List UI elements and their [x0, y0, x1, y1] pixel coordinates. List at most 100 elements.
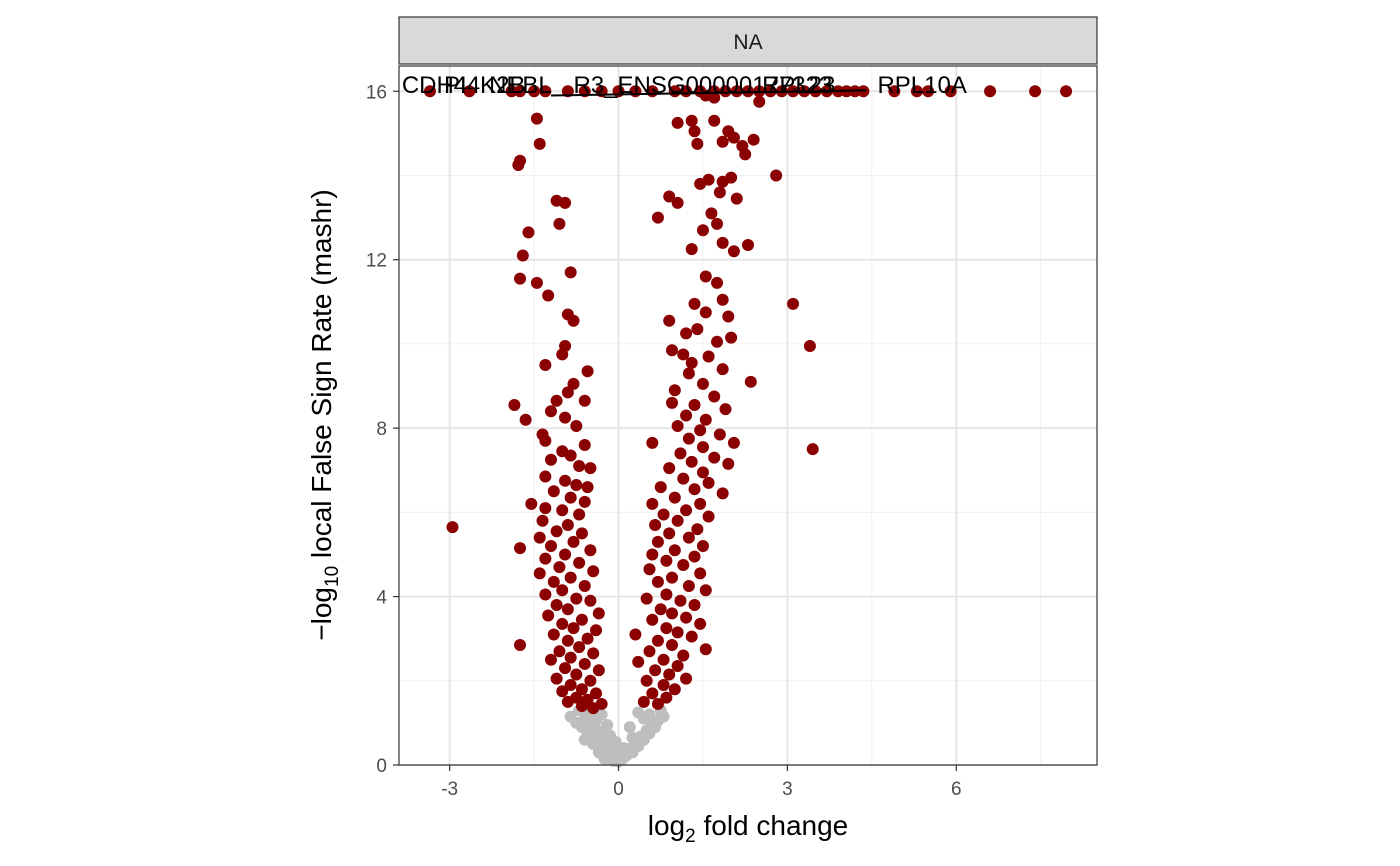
- data-point-significant: [561, 695, 574, 708]
- data-point-significant: [559, 548, 572, 561]
- data-point-significant: [674, 447, 687, 460]
- data-point-significant: [559, 662, 572, 675]
- data-point-significant: [536, 514, 549, 527]
- data-point-significant: [682, 580, 695, 593]
- data-point-significant: [550, 672, 563, 685]
- data-point-significant: [649, 664, 662, 677]
- data-point-significant: [567, 622, 580, 635]
- data-point-significant: [716, 175, 729, 188]
- x-axis-title: log2 fold change: [648, 810, 849, 847]
- data-point-significant: [711, 276, 724, 289]
- data-point-significant: [663, 314, 676, 327]
- data-point-significant: [685, 114, 698, 127]
- data-point-significant: [677, 649, 690, 662]
- gene-label: RPL23: [762, 72, 835, 99]
- data-point-significant: [910, 85, 923, 98]
- data-point-significant: [727, 245, 740, 258]
- data-point-significant: [573, 556, 586, 569]
- data-point-significant: [646, 687, 659, 700]
- data-point-significant: [727, 131, 740, 144]
- data-point-significant: [663, 527, 676, 540]
- data-point-significant: [668, 491, 681, 504]
- data-point-significant: [671, 514, 684, 527]
- data-point-significant: [559, 411, 572, 424]
- data-point-significant: [671, 116, 684, 129]
- data-point-significant: [753, 95, 766, 108]
- data-point-significant: [578, 394, 591, 407]
- data-point-significant: [575, 527, 588, 540]
- data-point-significant: [643, 645, 656, 658]
- data-point-significant: [542, 289, 555, 302]
- data-point-significant: [666, 638, 679, 651]
- data-point-significant: [696, 224, 709, 237]
- data-point-significant: [640, 674, 653, 687]
- data-point-significant: [654, 481, 667, 494]
- data-point-significant: [646, 548, 659, 561]
- data-point-significant: [567, 377, 580, 390]
- plot-panel: [399, 66, 1097, 765]
- data-point-significant: [716, 293, 729, 306]
- data-point-significant: [581, 481, 594, 494]
- y-tick-label: 16: [366, 82, 387, 103]
- x-axis-title-base: log: [648, 810, 685, 841]
- data-point-significant: [691, 523, 704, 536]
- data-point-significant: [716, 135, 729, 148]
- x-axis-title-subscript: 2: [685, 826, 696, 847]
- data-point-significant: [533, 137, 546, 150]
- data-point-significant: [668, 384, 681, 397]
- data-point-significant: [694, 177, 707, 190]
- data-point-significant: [547, 575, 560, 588]
- data-point-significant: [525, 497, 538, 510]
- data-point-significant: [564, 266, 577, 279]
- data-point-significant: [646, 613, 659, 626]
- data-point-significant: [530, 112, 543, 125]
- data-point-significant: [570, 478, 583, 491]
- data-point-significant: [671, 420, 684, 433]
- data-point-significant: [682, 432, 695, 445]
- data-point-significant: [646, 436, 659, 449]
- data-point-significant: [550, 598, 563, 611]
- data-point-significant: [575, 613, 588, 626]
- data-point-significant: [699, 413, 712, 426]
- data-point-significant: [539, 588, 552, 601]
- data-point-significant: [660, 622, 673, 635]
- data-point-significant: [680, 672, 693, 685]
- data-point-significant: [716, 236, 729, 249]
- data-point-significant: [587, 565, 600, 578]
- data-point-significant: [528, 85, 541, 98]
- gene-label: R3_ENSG00000177323: [574, 72, 833, 99]
- data-point-significant: [632, 655, 645, 668]
- data-point-significant: [637, 695, 650, 708]
- data-point-nonsignificant: [618, 742, 631, 755]
- data-point-significant: [547, 628, 560, 641]
- data-point-significant: [719, 403, 732, 416]
- data-point-significant: [578, 438, 591, 451]
- data-point-significant: [539, 502, 552, 515]
- data-point-significant: [567, 535, 580, 548]
- data-point-significant: [550, 525, 563, 538]
- data-point-significant: [1060, 85, 1073, 98]
- data-point-significant: [688, 125, 701, 138]
- data-point-significant: [561, 518, 574, 531]
- data-point-nonsignificant: [626, 731, 639, 744]
- data-point-significant: [514, 272, 527, 285]
- data-point-significant: [747, 133, 760, 146]
- data-point-significant: [539, 552, 552, 565]
- data-point-significant: [696, 466, 709, 479]
- data-point-significant: [651, 211, 664, 224]
- data-point-significant: [570, 592, 583, 605]
- data-point-significant: [702, 510, 715, 523]
- data-point-significant: [550, 394, 563, 407]
- data-point-significant: [699, 643, 712, 656]
- data-point-significant: [575, 683, 588, 696]
- data-point-significant: [674, 594, 687, 607]
- data-point-significant: [803, 340, 816, 353]
- data-point-significant: [744, 375, 757, 388]
- gene-label: NEBL: [489, 72, 552, 99]
- data-point-significant: [556, 504, 569, 517]
- data-point-significant: [770, 169, 783, 182]
- data-point-significant: [691, 323, 704, 336]
- y-tick-label: 8: [376, 419, 387, 440]
- y-axis-title-rest: local False Sign Rate (mashr): [306, 189, 337, 566]
- data-point-significant: [553, 217, 566, 230]
